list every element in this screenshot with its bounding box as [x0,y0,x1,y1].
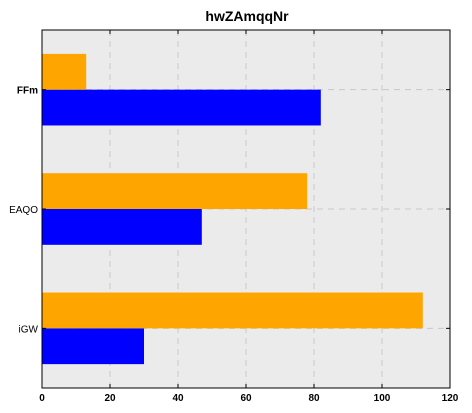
x-tick-label: 60 [240,393,252,404]
bar [42,292,423,329]
x-tick-label: 120 [442,393,459,404]
x-tick-label: 100 [374,393,391,404]
bar [42,53,87,90]
bar [42,328,144,365]
x-tick-label: 20 [104,393,116,404]
bars [42,53,423,365]
x-tick-label: 0 [39,393,45,404]
bar [42,173,308,209]
ticks [41,30,451,388]
x-tick-label: 80 [308,393,320,404]
y-tick-label: iGW [19,324,39,335]
y-tick-label: EAQO [9,205,38,216]
bar [42,209,202,245]
bar [42,89,321,126]
x-tick-label: 40 [172,393,184,404]
chart-title: hwZAmqqNr [205,8,289,24]
tick-labels: iGW EAQO FFm 0 20 40 60 80 100 120 [9,86,459,404]
y-tick-label: FFm [17,86,38,97]
